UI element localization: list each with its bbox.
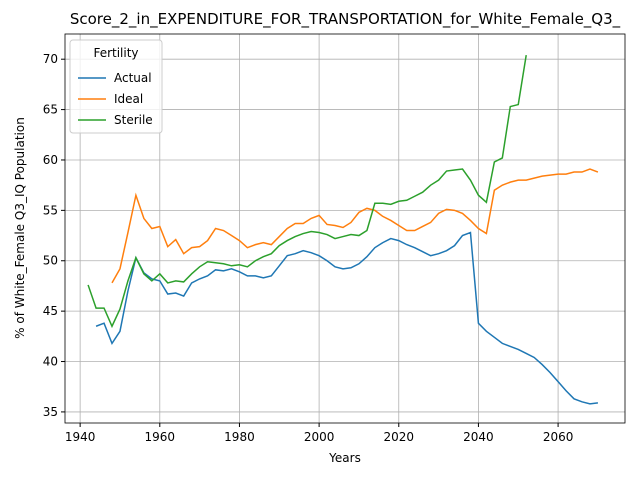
x-tick-label: 1960 <box>145 430 176 444</box>
y-tick-label: 55 <box>43 203 58 217</box>
x-tick-label: 2040 <box>463 430 494 444</box>
y-tick-label: 45 <box>43 304 58 318</box>
y-tick-label: 65 <box>43 103 58 117</box>
line-series <box>95 231 599 405</box>
x-tick-label: 2060 <box>543 430 574 444</box>
legend-label: Sterile <box>114 113 153 127</box>
x-axis-label: Years <box>328 451 361 465</box>
legend-label: Ideal <box>114 92 143 106</box>
y-tick-label: 40 <box>43 355 58 369</box>
chart-title: Score_2_in_EXPENDITURE_FOR_TRANSPORTATIO… <box>70 10 621 29</box>
x-tick-label: 2020 <box>383 430 414 444</box>
plot-frame <box>64 33 626 424</box>
y-tick-label: 50 <box>43 254 58 268</box>
legend-label: Actual <box>114 71 152 85</box>
legend-box <box>69 39 163 134</box>
legend-title: Fertility <box>93 46 138 60</box>
x-tick-label: 1980 <box>224 430 255 444</box>
y-tick-label: 60 <box>43 153 58 167</box>
x-tick-label: 1940 <box>65 430 96 444</box>
y-tick-label: 35 <box>43 405 58 419</box>
y-tick-label: 70 <box>43 52 58 66</box>
line-series <box>111 168 599 284</box>
line-series <box>87 55 527 329</box>
y-axis-label: % of White_Female Q3_IQ Population <box>13 117 27 339</box>
x-tick-label: 2000 <box>304 430 335 444</box>
